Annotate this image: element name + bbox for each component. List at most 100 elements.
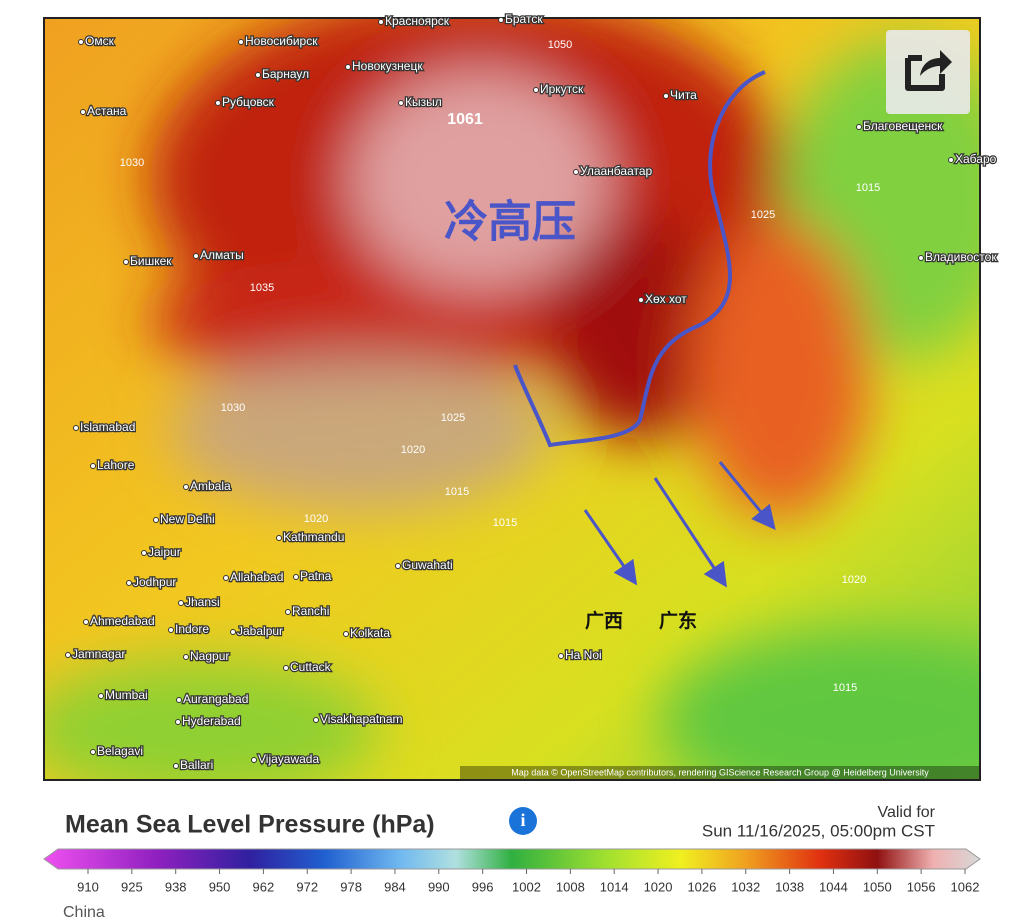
color-bar-label: 950	[209, 879, 231, 894]
cold-front-outline	[513, 70, 766, 448]
place-label: Бишкек	[130, 254, 172, 268]
city-dot	[153, 517, 159, 523]
place-label: Новокузнецк	[352, 59, 423, 73]
place-label: Чита	[670, 88, 697, 102]
pressure-label: 1015	[445, 486, 469, 498]
color-bar-label: 925	[121, 879, 143, 894]
city-dot	[285, 609, 291, 615]
city-dot	[345, 64, 351, 70]
pressure-label: 1050	[548, 39, 572, 51]
city-dot	[73, 425, 79, 431]
pressure-label: 1025	[751, 209, 775, 221]
place-label: Belagavi	[97, 744, 143, 758]
city-dot	[856, 124, 862, 130]
city-dot	[498, 17, 504, 23]
place-label: Красноярск	[385, 14, 450, 28]
svg-text:i: i	[520, 810, 525, 830]
city-dot	[313, 717, 319, 723]
city-dot	[293, 574, 299, 580]
city-dot	[533, 87, 539, 93]
place-label: Kathmandu	[283, 530, 344, 544]
place-label: Ballari	[180, 758, 213, 772]
city-dot	[173, 763, 179, 769]
city-dot	[90, 749, 96, 755]
city-dot	[193, 253, 199, 259]
place-label: Ambala	[190, 479, 231, 493]
color-bar-label: 972	[296, 879, 318, 894]
place-label: Новосибирск	[245, 34, 318, 48]
color-bar-label: 978	[340, 879, 362, 894]
valid-label: Valid for	[877, 804, 935, 821]
color-bar-label: 910	[77, 879, 99, 894]
city-dot	[283, 665, 289, 671]
place-label: Рубцовск	[222, 95, 275, 109]
city-dot	[255, 72, 261, 78]
pressure-label: 1015	[833, 682, 857, 694]
city-dot	[663, 93, 669, 99]
place-label: Улаанбаатар	[580, 164, 653, 178]
city-dot	[126, 580, 132, 586]
color-bar-label: 1056	[907, 879, 936, 894]
city-dot	[123, 259, 129, 265]
city-dot	[276, 535, 282, 541]
color-bar-label: 1014	[600, 879, 629, 894]
pressure-label: 1015	[493, 517, 517, 529]
share-button[interactable]	[886, 30, 970, 114]
place-label: Ahmedabad	[90, 614, 155, 628]
place-label: Братск	[505, 12, 543, 26]
arrow	[718, 461, 776, 530]
pressure-label: 1030	[120, 157, 144, 169]
city-dot	[378, 19, 384, 25]
place-label: Кызыл	[405, 95, 442, 109]
city-dot	[98, 693, 104, 699]
city-dot	[343, 631, 349, 637]
pressure-label: 1020	[401, 444, 425, 456]
place-label: Kolkata	[350, 626, 390, 640]
city-dot	[395, 563, 401, 569]
place-label: Алматы	[200, 248, 244, 262]
place-label: Благовещенск	[863, 119, 943, 133]
legend-title: Mean Sea Level Pressure (hPa)	[65, 811, 435, 839]
color-bar-label: 984	[384, 879, 406, 894]
city-dot	[918, 255, 924, 261]
region-label: China	[63, 904, 105, 920]
place-label: Иркутск	[540, 82, 584, 96]
pressure-label: 1025	[441, 412, 465, 424]
city-dot	[183, 654, 189, 660]
city-dot	[80, 109, 86, 115]
pressure-label: 1015	[856, 182, 880, 194]
place-label: Ha Noi	[565, 648, 602, 662]
city-dot	[183, 484, 189, 490]
place-label: Islamabad	[80, 420, 135, 434]
city-dot	[558, 653, 564, 659]
city-dot	[65, 652, 71, 658]
city-dot	[176, 697, 182, 703]
annotation: 广东	[659, 609, 697, 632]
place-label: Омск	[85, 34, 115, 48]
city-dot	[251, 757, 257, 763]
city-dot	[175, 719, 181, 725]
map-raster: Map data © OpenStreetMap contributors, r…	[44, 18, 980, 780]
color-bar-label: 1044	[819, 879, 848, 894]
place-label: Астана	[87, 104, 127, 118]
city-dot	[238, 39, 244, 45]
color-bar-label: 1026	[687, 879, 716, 894]
city-dot	[78, 39, 84, 45]
color-bar-label: 1020	[644, 879, 673, 894]
color-bar	[43, 848, 981, 870]
place-label: Aurangabad	[183, 692, 248, 706]
place-label: Guwahati	[402, 558, 453, 572]
color-bar-label: 1008	[556, 879, 585, 894]
place-label: Vijayawada	[258, 752, 319, 766]
place-label: Ranchi	[292, 604, 329, 618]
color-bar-label: 1002	[512, 879, 541, 894]
pressure-label: 1030	[221, 402, 245, 414]
place-label: Владивосток	[925, 250, 997, 264]
city-dot	[215, 100, 221, 106]
place-label: Jabalpur	[237, 624, 283, 638]
place-label: Mumbai	[105, 688, 148, 702]
info-button[interactable]: i	[509, 807, 537, 835]
color-bar-label: 938	[165, 879, 187, 894]
pressure-label: 1035	[250, 282, 274, 294]
